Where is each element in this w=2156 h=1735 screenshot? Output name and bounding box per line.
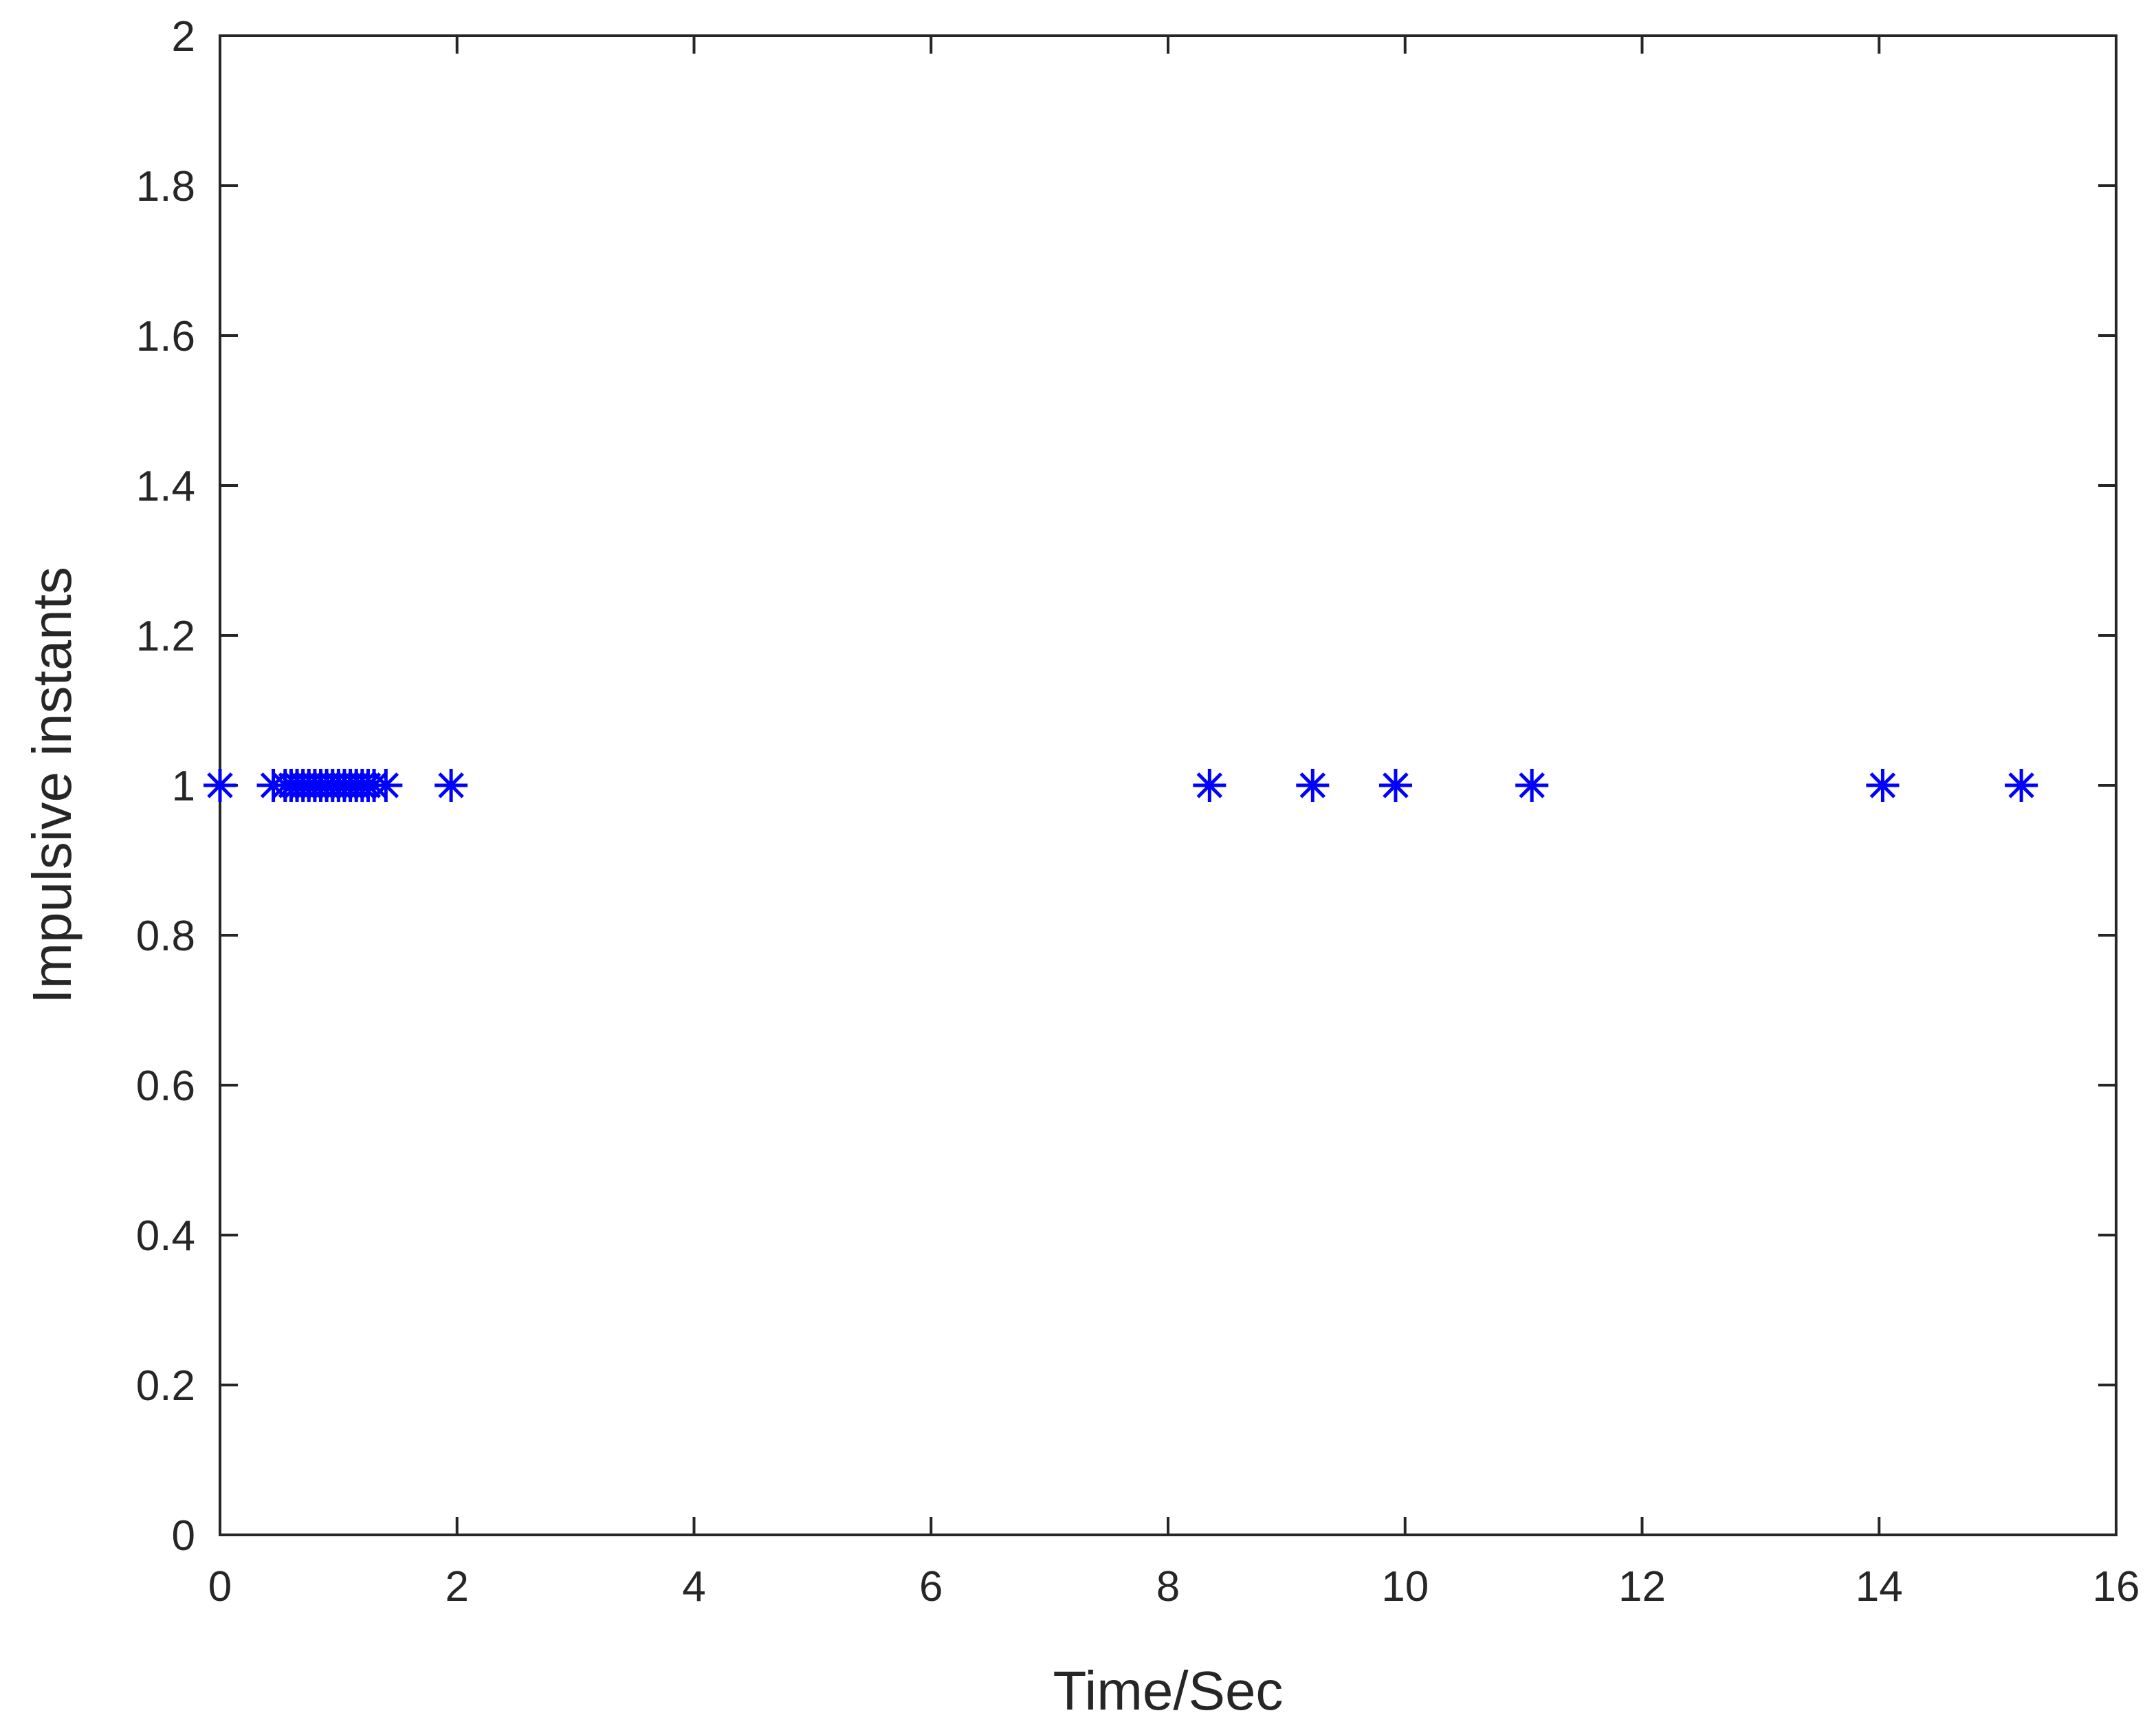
- y-tick-label: 0.8: [136, 913, 195, 960]
- y-tick-label: 1: [172, 763, 195, 810]
- y-tick-label: 0.6: [136, 1062, 195, 1110]
- y-tick-label: 1.2: [136, 613, 195, 660]
- x-tick-label: 8: [1156, 1563, 1180, 1611]
- x-axis-ticks: 0 2 4 6 8 10 12 14 16: [208, 36, 2140, 1611]
- x-tick-label: 14: [1856, 1563, 1903, 1611]
- data-point: [2005, 769, 2038, 802]
- y-axis-ticks: 0 0.2 0.4 0.6 0.8 1 1.2 1.4 1.6 1.8 2: [136, 13, 2116, 1560]
- data-point: [369, 769, 403, 802]
- y-tick-label: 0.2: [136, 1362, 195, 1410]
- y-tick-label: 1.4: [136, 463, 195, 510]
- y-tick-label: 1.6: [136, 313, 195, 360]
- x-tick-label: 2: [446, 1563, 469, 1611]
- x-tick-label: 10: [1381, 1563, 1429, 1611]
- y-tick-label: 1.8: [136, 163, 195, 210]
- y-axis-label: Impulsive instants: [21, 567, 82, 1004]
- data-point: [1378, 769, 1412, 802]
- x-tick-label: 4: [682, 1563, 705, 1611]
- x-tick-label: 12: [1618, 1563, 1666, 1611]
- plot-area: 0 2 4 6 8 10 12 14 16 0 0.2 0.4 0.6 0.8 1 1.2 1.4 1.6 1.8…: [136, 13, 2140, 1611]
- x-axis-label: Time/Sec: [1053, 1660, 1284, 1721]
- data-point: [204, 769, 236, 802]
- y-tick-label: 0.4: [136, 1212, 195, 1260]
- data-point: [1296, 769, 1330, 802]
- y-tick-label: 0: [172, 1512, 195, 1560]
- x-tick-label: 16: [2093, 1563, 2140, 1611]
- y-tick-label: 2: [172, 13, 195, 61]
- data-point: [1515, 769, 1549, 802]
- data-point: [434, 769, 468, 802]
- data-point: [1866, 769, 1900, 802]
- data-markers: [204, 769, 2038, 802]
- x-tick-label: 0: [208, 1563, 232, 1611]
- x-tick-label: 6: [919, 1563, 943, 1611]
- data-point: [1193, 769, 1226, 802]
